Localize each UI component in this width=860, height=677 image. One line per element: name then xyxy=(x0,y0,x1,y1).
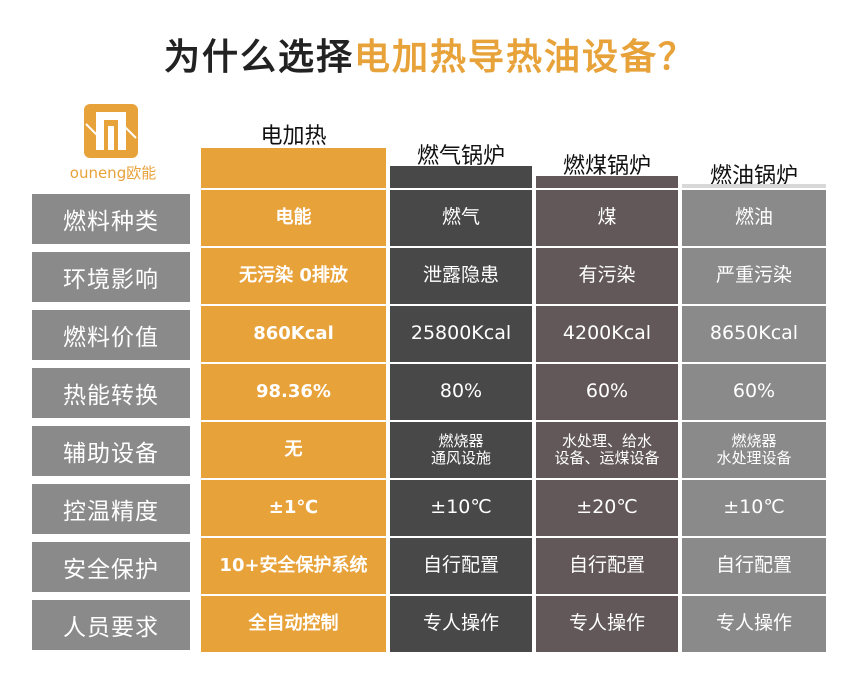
table-cell: 专人操作 xyxy=(390,596,532,652)
column-header-coal: 燃煤锅炉 xyxy=(562,154,651,179)
table-cell: 860Kcal xyxy=(201,306,386,362)
title-prefix: 为什么选择 xyxy=(163,37,354,78)
table-cell: 泄露隐患 xyxy=(390,248,532,304)
table-cell: 无污染 0排放 xyxy=(201,248,386,304)
table-cell: ±10℃ xyxy=(390,480,532,536)
gas-header-bar xyxy=(390,166,532,188)
table-cell: 全自动控制 xyxy=(201,596,386,652)
column-header-electric: 电加热 xyxy=(260,124,327,149)
table-cell: 80% xyxy=(390,364,532,420)
table-cell: 60% xyxy=(536,364,678,420)
row-label: 控温精度 xyxy=(32,484,190,534)
logo-text: ouneng欧能 xyxy=(69,164,157,182)
page-title: 为什么选择电加热导热油设备？ xyxy=(0,28,860,80)
table-cell: 25800Kcal xyxy=(390,306,532,362)
table-cell: 燃烧器 通风设施 xyxy=(390,422,532,478)
table-cell: ±1℃ xyxy=(201,480,386,536)
table-cell: ±20℃ xyxy=(536,480,678,536)
coal-header-bar xyxy=(536,176,678,188)
table-cell: 自行配置 xyxy=(536,538,678,594)
table-cell: 无 xyxy=(201,422,386,478)
table-cell: 燃气 xyxy=(390,190,532,246)
table-cell: 燃烧器 水处理设备 xyxy=(682,422,826,478)
row-label: 人员要求 xyxy=(32,600,190,650)
table-cell: 有污染 xyxy=(536,248,678,304)
table-cell: 电能 xyxy=(201,190,386,246)
table-cell: 专人操作 xyxy=(682,596,826,652)
table-cell: 燃油 xyxy=(682,190,826,246)
table-cell: 98.36% xyxy=(201,364,386,420)
table-cell: 4200Kcal xyxy=(536,306,678,362)
row-label: 安全保护 xyxy=(32,542,190,592)
title-highlight: 电加热导热油设备？ xyxy=(354,37,697,78)
table-cell: 煤 xyxy=(536,190,678,246)
oil-header-bar xyxy=(682,184,826,188)
ouneng-logo-icon xyxy=(84,104,138,158)
table-cell: 10+安全保护系统 xyxy=(201,538,386,594)
table-cell: 自行配置 xyxy=(682,538,826,594)
table-cell: 水处理、给水 设备、运煤设备 xyxy=(536,422,678,478)
row-label: 热能转换 xyxy=(32,368,190,418)
table-cell: 8650Kcal xyxy=(682,306,826,362)
table-cell: 严重污染 xyxy=(682,248,826,304)
table-cell: 自行配置 xyxy=(390,538,532,594)
table-cell: 60% xyxy=(682,364,826,420)
table-cell: 专人操作 xyxy=(536,596,678,652)
column-header-gas: 燃气锅炉 xyxy=(416,144,505,169)
row-label: 燃料价值 xyxy=(32,310,190,360)
row-label: 辅助设备 xyxy=(32,426,190,476)
row-label: 环境影响 xyxy=(32,252,190,302)
table-cell: ±10℃ xyxy=(682,480,826,536)
electric-header-bar xyxy=(201,148,386,188)
row-label: 燃料种类 xyxy=(32,194,190,244)
